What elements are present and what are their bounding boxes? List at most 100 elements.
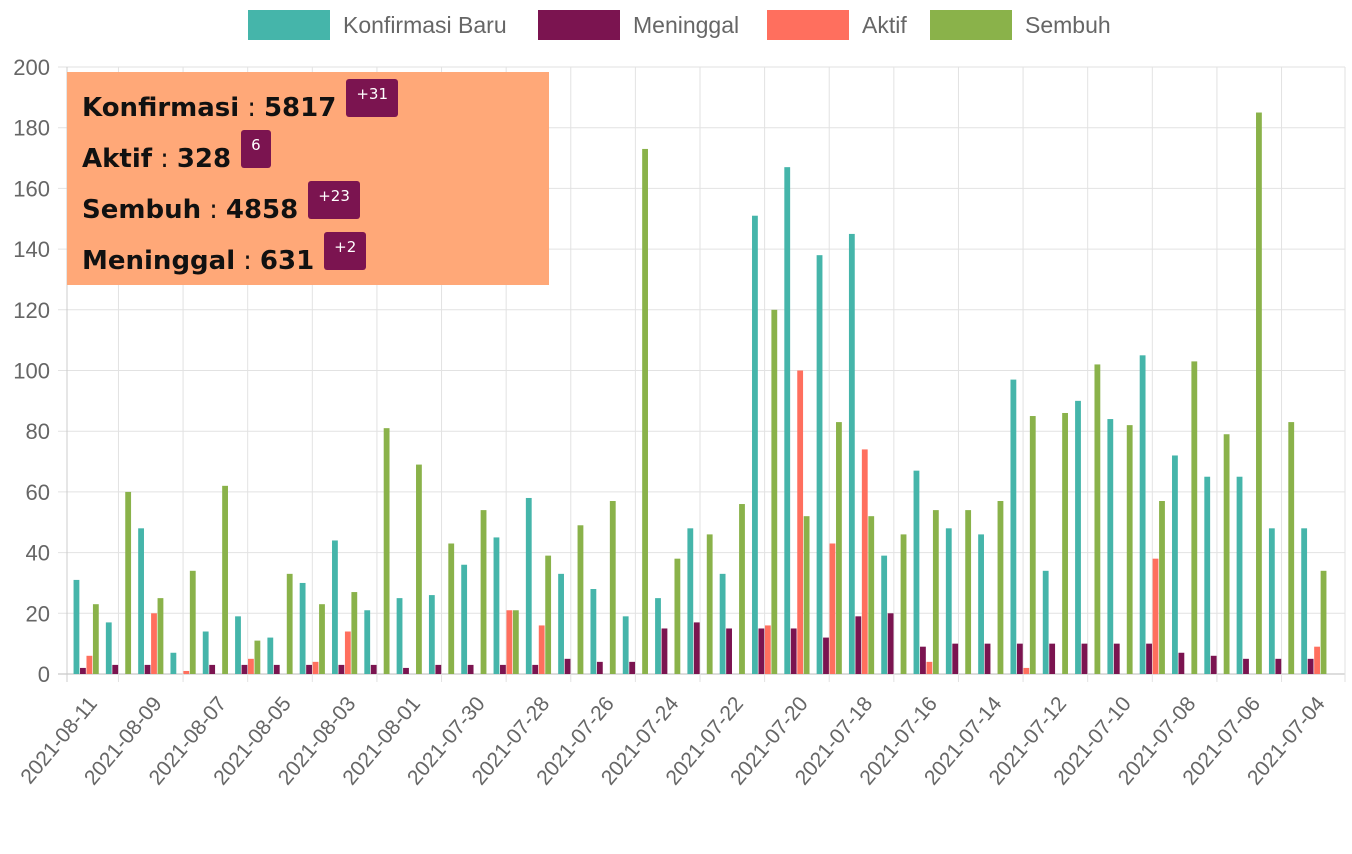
summary-value: 4858	[225, 194, 299, 225]
y-tick-label: 100	[13, 359, 50, 384]
bar	[538, 625, 545, 674]
summary-separator: :	[160, 143, 169, 174]
bar	[739, 504, 745, 674]
legend-label: Aktif	[862, 12, 907, 38]
bar	[1191, 361, 1198, 674]
bar	[1075, 400, 1081, 674]
bar	[448, 543, 455, 674]
bar	[344, 631, 351, 674]
bar	[848, 233, 855, 675]
legend-swatch	[767, 10, 849, 40]
y-tick-label: 180	[13, 116, 50, 141]
legend-swatch	[538, 10, 620, 40]
bar	[797, 370, 804, 674]
y-tick-label: 80	[26, 419, 50, 444]
bar	[493, 537, 500, 674]
bar	[1016, 643, 1023, 674]
bar	[564, 658, 571, 674]
bar	[267, 637, 274, 674]
bar	[1288, 422, 1295, 674]
bar	[590, 589, 597, 674]
bar	[338, 664, 345, 674]
summary-label: Konfirmasi	[82, 92, 240, 123]
bar	[312, 661, 319, 674]
bar	[622, 616, 629, 674]
bar	[144, 664, 151, 674]
summary-badge: +2	[324, 231, 367, 270]
bar	[1275, 658, 1282, 674]
bar	[273, 664, 280, 674]
y-tick-label: 140	[13, 237, 50, 262]
bar	[945, 528, 952, 674]
bar	[693, 622, 700, 674]
bar	[183, 670, 190, 674]
bar	[112, 664, 119, 674]
bar	[816, 255, 823, 675]
bar	[545, 555, 552, 674]
bar	[913, 470, 920, 674]
bar	[855, 616, 862, 674]
bar	[881, 555, 888, 674]
summary-badge: 6	[241, 129, 271, 168]
summary-value: 5817	[263, 92, 337, 123]
bar	[506, 610, 513, 674]
bar	[655, 598, 661, 674]
bar	[952, 643, 959, 674]
bar	[629, 661, 636, 674]
bar	[105, 622, 112, 674]
summary-row: Konfirmasi:5817 +31	[82, 78, 549, 133]
bar	[1204, 476, 1211, 674]
bar	[306, 664, 312, 674]
bar	[1042, 570, 1049, 674]
bar	[241, 664, 248, 674]
bar	[784, 167, 791, 674]
summary-separator: :	[209, 194, 218, 225]
bar	[984, 643, 991, 674]
bar	[887, 613, 894, 674]
bar	[706, 534, 713, 674]
bar	[932, 510, 939, 674]
bar	[1210, 655, 1217, 674]
bar	[642, 148, 648, 674]
y-tick-label: 120	[13, 298, 50, 323]
bar	[480, 510, 487, 674]
y-tick-label: 40	[26, 541, 50, 566]
bar	[1307, 658, 1314, 674]
bar	[125, 491, 132, 674]
bar	[764, 625, 771, 674]
bar	[157, 598, 164, 674]
bar	[396, 598, 403, 674]
summary-label: Aktif	[82, 143, 153, 174]
bar	[823, 637, 829, 674]
bar	[209, 664, 216, 674]
bar	[73, 579, 80, 674]
bar	[1010, 379, 1017, 674]
bar	[1107, 419, 1114, 674]
bar	[467, 664, 474, 674]
bar	[1126, 425, 1133, 674]
bar	[80, 667, 86, 674]
bar	[1256, 112, 1262, 674]
bar	[661, 628, 668, 674]
bar	[596, 661, 603, 674]
bar	[926, 661, 933, 674]
bar	[532, 664, 539, 674]
legend-swatch	[248, 10, 330, 40]
bar	[752, 215, 758, 674]
bar	[319, 604, 325, 674]
bar	[416, 464, 422, 674]
legend-label: Meninggal	[633, 12, 739, 38]
bar	[1081, 643, 1088, 674]
bar	[771, 309, 778, 674]
summary-box: Konfirmasi:5817 +31 Aktif:328 6 Sembuh:4858 +…	[67, 72, 549, 285]
legend-label: Konfirmasi Baru	[343, 12, 507, 38]
y-tick-label: 20	[26, 601, 50, 626]
bar	[1049, 643, 1056, 674]
bar	[920, 646, 926, 674]
summary-row: Meninggal:631 +2	[82, 231, 549, 286]
summary-separator: :	[247, 92, 256, 123]
bar	[726, 628, 732, 674]
bar	[351, 592, 358, 674]
